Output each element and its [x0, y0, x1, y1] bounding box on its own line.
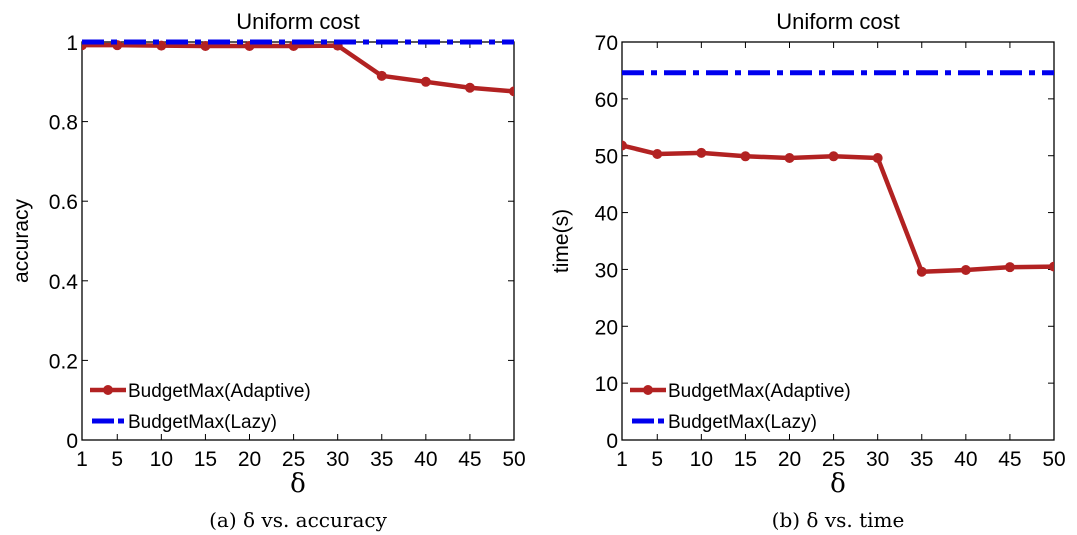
- x-tick-label: 15: [194, 448, 217, 471]
- series-1: [622, 140, 1054, 277]
- data-point: [1049, 261, 1054, 272]
- y-tick-label: 0.2: [49, 350, 78, 373]
- legend: BudgetMax(Adaptive) BudgetMax(Lazy): [630, 381, 851, 433]
- x-axis-label: δ: [830, 469, 846, 499]
- x-tick-label: 25: [822, 448, 845, 471]
- data-point: [509, 86, 514, 97]
- chart-title: Uniform cost: [776, 9, 899, 34]
- data-point: [464, 82, 475, 93]
- y-tick-label: 30: [595, 259, 618, 282]
- panel-caption: (a) δ vs. accuracy: [209, 508, 387, 532]
- chart-title: Uniform cost: [236, 9, 359, 34]
- legend-marker: [103, 385, 113, 395]
- x-tick-label: 40: [954, 448, 977, 471]
- legend-label: BudgetMax(Lazy): [128, 412, 277, 433]
- legend-label: BudgetMax(Lazy): [668, 412, 817, 433]
- data-point: [1004, 262, 1015, 273]
- data-point: [784, 152, 795, 163]
- x-tick-label: 45: [458, 448, 481, 471]
- x-tick-label: 35: [910, 448, 933, 471]
- chart-panel-2: Uniform cost 0 10 20 30 40 50 60 70 1 5 10 15 20 25 30 3…: [550, 9, 1066, 532]
- y-tick-label: 0: [66, 430, 78, 453]
- data-point: [960, 264, 971, 275]
- plot-area: [621, 41, 1055, 441]
- legend-item: BudgetMax(Adaptive): [630, 381, 851, 402]
- legend-marker: [643, 385, 653, 395]
- x-tick-label: 1: [76, 448, 88, 471]
- y-axis-label: accuracy: [10, 198, 33, 283]
- x-tick-label: 30: [326, 448, 349, 471]
- y-tick-label: 0.4: [49, 271, 79, 294]
- y-tick-label: 0: [606, 430, 618, 453]
- data-point: [622, 140, 627, 151]
- x-tick-label: 20: [238, 448, 261, 471]
- x-tick-label: 35: [370, 448, 393, 471]
- y-tick-label: 60: [595, 89, 618, 112]
- x-tick-label: 5: [651, 448, 663, 471]
- data-point: [828, 151, 839, 162]
- x-tick-label: 40: [414, 448, 437, 471]
- x-tick-label: 15: [734, 448, 757, 471]
- legend-item: BudgetMax(Adaptive): [90, 381, 311, 402]
- legend-label: BudgetMax(Adaptive): [668, 381, 851, 402]
- legend-item: BudgetMax(Lazy): [92, 412, 277, 433]
- x-axis-label: δ: [290, 469, 306, 499]
- y-tick-label: 20: [595, 316, 618, 339]
- legend-label: BudgetMax(Adaptive): [128, 381, 311, 402]
- x-tick-label: 10: [690, 448, 713, 471]
- x-tick-label: 1: [616, 448, 628, 471]
- y-axis-label: time(s): [550, 209, 573, 273]
- data-point: [740, 151, 751, 162]
- y-tick-label: 0.8: [49, 112, 78, 135]
- y-tick-label: 1: [66, 32, 78, 55]
- data-point: [652, 149, 663, 160]
- x-tick-label: 10: [150, 448, 173, 471]
- x-tick-label: 45: [998, 448, 1021, 471]
- x-tick-label: 50: [1042, 448, 1065, 471]
- data-point: [872, 152, 883, 163]
- y-tick-label: 10: [595, 373, 618, 396]
- y-tick-label: 70: [595, 32, 618, 55]
- data-point: [696, 147, 707, 158]
- panel-caption: (b) δ vs. time: [772, 508, 905, 532]
- y-tick-label: 0.6: [49, 191, 78, 214]
- plot-area: [81, 41, 515, 441]
- x-tick-label: 50: [502, 448, 525, 471]
- data-point: [200, 40, 211, 51]
- legend-item: BudgetMax(Lazy): [632, 412, 817, 433]
- data-point: [376, 70, 387, 81]
- x-tick-label: 20: [778, 448, 801, 471]
- data-point: [420, 76, 431, 87]
- x-tick-label: 25: [282, 448, 305, 471]
- x-tick-label: 30: [866, 448, 889, 471]
- y-tick-label: 50: [595, 146, 618, 169]
- legend: BudgetMax(Adaptive) BudgetMax(Lazy): [90, 381, 311, 433]
- x-tick-label: 5: [111, 448, 123, 471]
- data-point: [916, 266, 927, 277]
- y-tick-label: 40: [595, 203, 618, 226]
